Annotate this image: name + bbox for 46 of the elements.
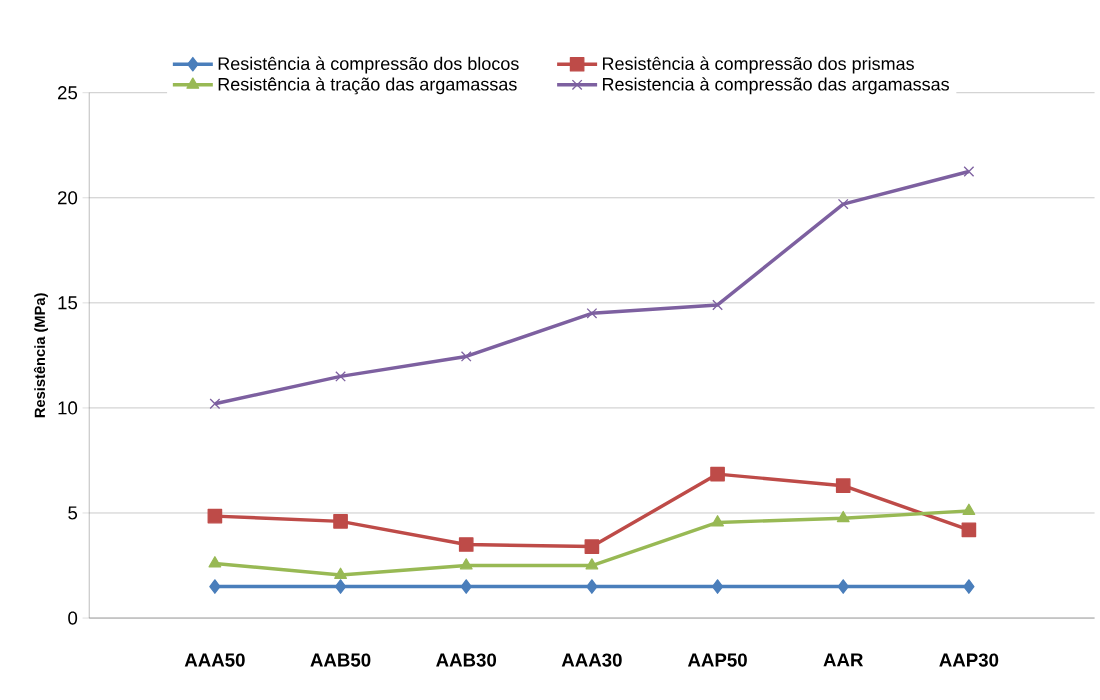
x-tick-label: AAR xyxy=(823,653,864,667)
legend-label: Resistência à tração das argamassas xyxy=(218,77,517,95)
x-tick-label: AAP50 xyxy=(687,653,747,667)
x-tick-label: AAA30 xyxy=(561,653,622,667)
point xyxy=(835,478,851,493)
point xyxy=(963,166,975,177)
x-tick-label: AAB30 xyxy=(436,653,497,667)
point xyxy=(209,579,221,594)
legend-label: Resistência à compressão dos blocos xyxy=(218,56,519,74)
y-tick-label: 0 xyxy=(68,611,78,625)
point xyxy=(334,567,347,579)
legend-label: Resistencia à compressão das argamassas xyxy=(603,77,949,95)
x-tick-label: AAA50 xyxy=(184,653,245,667)
point xyxy=(333,514,348,529)
y-tick-label: 10 xyxy=(58,401,78,415)
point xyxy=(837,579,849,594)
point xyxy=(586,307,598,319)
point xyxy=(837,198,849,210)
legend-label: Resistência à compressão dos prismas xyxy=(603,56,914,74)
point xyxy=(335,371,346,382)
x-tick-label: AAP30 xyxy=(939,653,999,667)
y-tick-label: 15 xyxy=(58,296,78,310)
point xyxy=(208,556,222,568)
y-axis-title: Resistência (MPa) xyxy=(33,293,48,418)
point xyxy=(711,579,724,594)
point xyxy=(585,558,599,570)
y-tick-label: 20 xyxy=(58,191,78,205)
x-tick-label: AAB50 xyxy=(310,653,371,667)
point xyxy=(710,466,725,482)
point xyxy=(962,503,976,515)
y-tick-label: 5 xyxy=(68,506,78,520)
point xyxy=(334,579,347,594)
point xyxy=(712,299,723,311)
point xyxy=(836,510,850,523)
point xyxy=(460,351,472,362)
point xyxy=(961,522,977,538)
point xyxy=(584,539,600,554)
point xyxy=(711,515,724,527)
point xyxy=(207,508,223,524)
point xyxy=(209,398,221,410)
point xyxy=(963,579,975,594)
point xyxy=(459,558,473,570)
point xyxy=(586,579,598,594)
point xyxy=(458,537,474,552)
y-tick-label: 25 xyxy=(58,86,78,100)
point xyxy=(460,579,472,594)
